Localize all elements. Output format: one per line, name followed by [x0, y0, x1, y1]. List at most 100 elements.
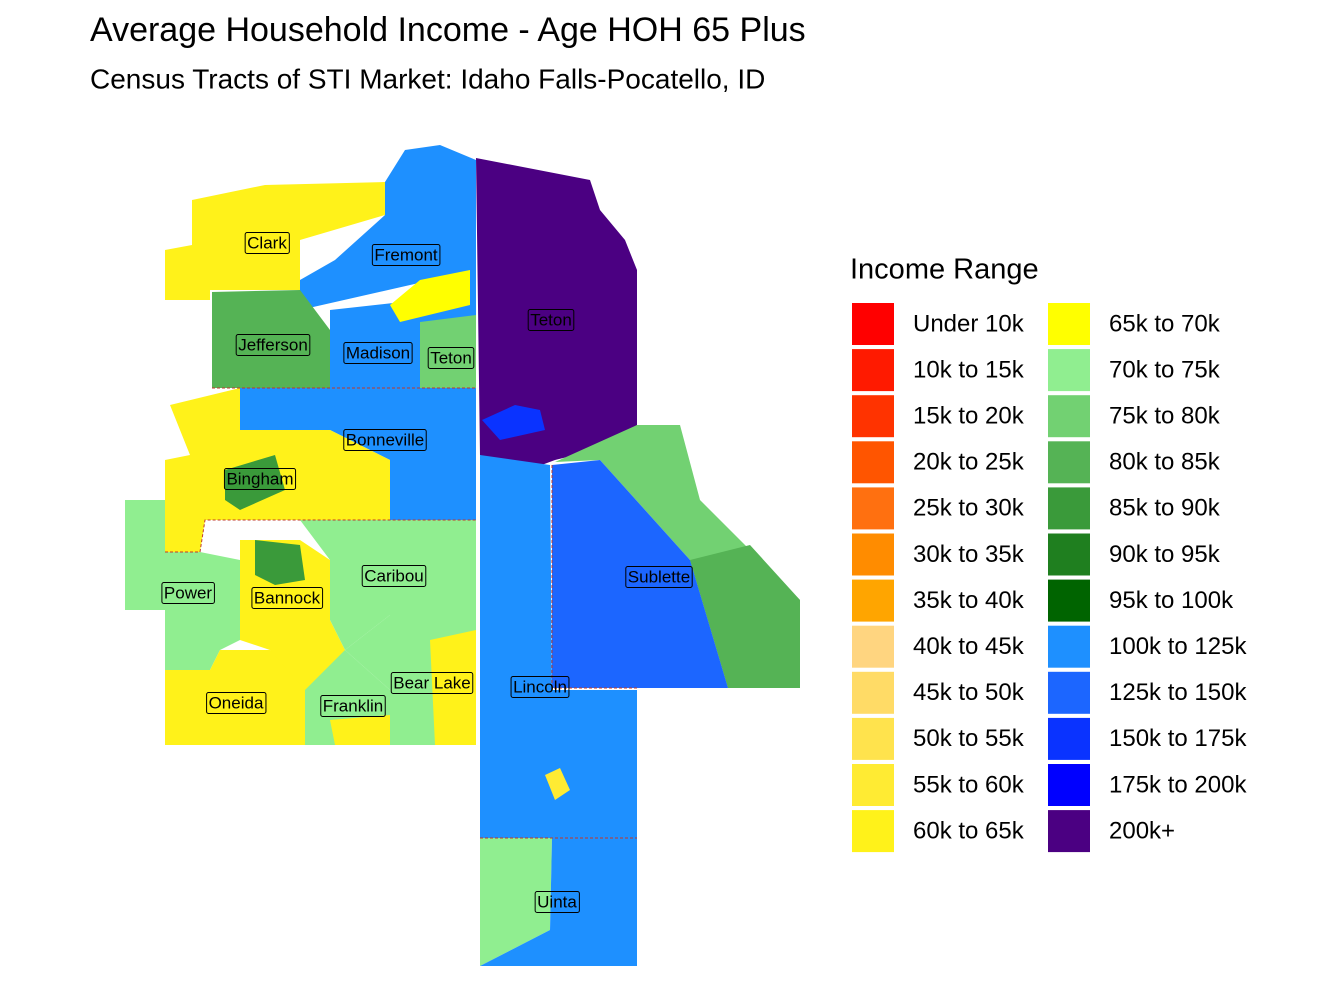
county-label-box [343, 428, 427, 451]
region [545, 768, 570, 800]
subtitle: Census Tracts of STI Market: Idaho Falls… [90, 63, 765, 94]
region [480, 455, 637, 838]
legend-label: 25k to 30k [913, 495, 1025, 522]
region [300, 520, 476, 650]
county-label: Bingham [226, 469, 293, 488]
legend-swatch [852, 810, 894, 853]
legend-label: 75k to 80k [1109, 403, 1221, 430]
region [480, 838, 637, 966]
legend-title: Income Range [850, 254, 1039, 286]
county-label: Uinta [537, 892, 577, 911]
region [430, 630, 476, 745]
county-label: Bonneville [346, 430, 424, 449]
legend-label: 60k to 65k [913, 817, 1025, 844]
county-label-box [223, 467, 297, 490]
legend-label: 200k+ [1109, 817, 1175, 844]
county-label-box [251, 586, 324, 609]
legend-label: 30k to 35k [913, 541, 1025, 568]
region [240, 388, 476, 520]
legend-swatch [852, 717, 894, 760]
legend-swatch [1048, 671, 1090, 714]
county-label: Oneida [209, 693, 264, 712]
legend-swatch [1048, 810, 1090, 853]
county-label-box [343, 341, 413, 364]
county-label: Teton [530, 310, 572, 329]
legend-label: 175k to 200k [1109, 771, 1247, 798]
legend-swatch [852, 395, 894, 438]
legend-label: 35k to 40k [913, 587, 1025, 614]
county-label: Franklin [323, 696, 383, 715]
map [125, 145, 800, 966]
region [165, 182, 385, 300]
legend-swatch [1048, 579, 1090, 622]
county-border [551, 465, 637, 689]
legend-swatch [1048, 717, 1090, 760]
legend-label: 65k to 70k [1109, 310, 1221, 337]
legend-swatch [852, 349, 894, 392]
county-label-box [625, 565, 693, 588]
legend-label: 45k to 50k [913, 679, 1025, 706]
legend-swatch [852, 487, 894, 530]
legend-swatch [852, 579, 894, 622]
region [482, 405, 545, 440]
county-label: Caribou [364, 566, 424, 585]
legend-label: 40k to 45k [913, 633, 1025, 660]
legend-swatch [1048, 487, 1090, 530]
county-label: Madison [346, 343, 410, 362]
county-label-box [510, 675, 570, 698]
county-label: Bannock [254, 588, 321, 607]
county-border [165, 519, 476, 553]
county-label-box [206, 691, 267, 714]
legend-swatch [1048, 349, 1090, 392]
region [690, 545, 800, 688]
legend-swatch [1048, 395, 1090, 438]
county-label: Power [164, 583, 213, 602]
region [240, 540, 345, 745]
region [480, 838, 552, 966]
region [330, 715, 390, 745]
region [476, 158, 637, 475]
legend-label: 50k to 55k [913, 725, 1025, 752]
legend-swatch [852, 441, 894, 484]
legend-label: 150k to 175k [1109, 725, 1247, 752]
county-label: Fremont [374, 245, 438, 264]
county-label-box [427, 346, 475, 369]
region [255, 540, 305, 585]
region [165, 650, 305, 745]
county-labels: Clark Fremont Jefferson Madison Teton Teton Bo… [161, 231, 693, 913]
legend-swatch [1048, 625, 1090, 668]
region [300, 145, 476, 310]
title: Average Household Income - Age HOH 65 Pl… [90, 11, 806, 49]
legend-label: 125k to 150k [1109, 679, 1247, 706]
legend-label: 55k to 60k [913, 771, 1025, 798]
legend-label: 70k to 75k [1109, 356, 1221, 383]
legend-label: 95k to 100k [1109, 587, 1234, 614]
legend-swatch [1048, 533, 1090, 576]
legend-label: Under 10k [913, 310, 1025, 337]
legend-label: 80k to 85k [1109, 449, 1221, 476]
legend-label: 90k to 95k [1109, 541, 1221, 568]
county-label: Clark [247, 233, 287, 252]
county-label: Jefferson [238, 335, 308, 354]
legend-swatch [1048, 441, 1090, 484]
region [390, 270, 470, 322]
region [125, 500, 240, 670]
legend-swatch [852, 764, 894, 806]
county-label-box [320, 694, 386, 717]
region [552, 460, 728, 688]
legend-swatch [1048, 764, 1090, 806]
county-label-box [390, 671, 474, 694]
county-label: Sublette [628, 567, 690, 586]
county-label: Bear Lake [393, 673, 471, 692]
legend-swatch [852, 533, 894, 576]
region [420, 315, 476, 388]
county-label-box [361, 564, 427, 587]
county-label-box [244, 231, 290, 254]
county-label-box [527, 308, 575, 331]
county-label-box [371, 243, 441, 266]
legend: Under 10k 10k to 15k 15k to 20k 20k to 25k 2… [852, 303, 1247, 853]
legend-label: 85k to 90k [1109, 495, 1221, 522]
county-label: Lincoln [513, 677, 567, 696]
county-label-box [534, 890, 580, 913]
